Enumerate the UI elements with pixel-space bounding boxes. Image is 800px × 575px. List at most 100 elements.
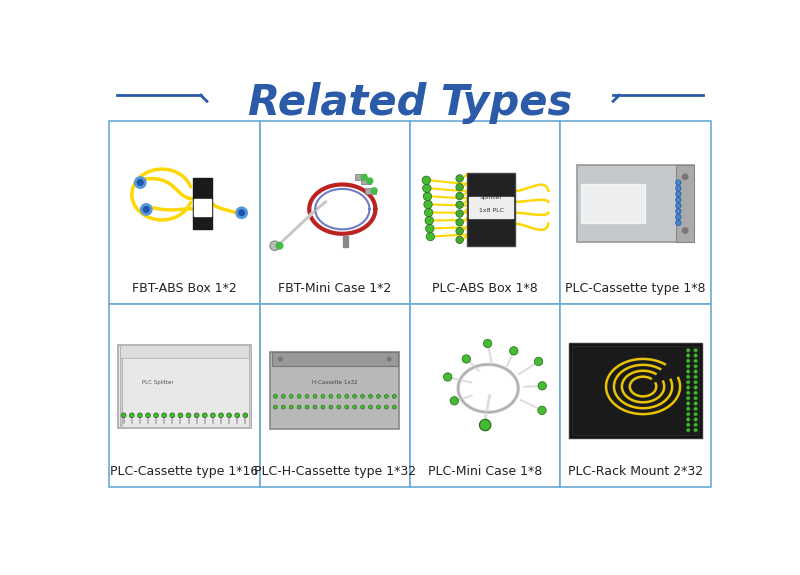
Circle shape (377, 405, 380, 409)
Circle shape (676, 209, 681, 214)
Circle shape (686, 417, 690, 421)
Circle shape (462, 355, 470, 363)
FancyBboxPatch shape (110, 304, 260, 487)
Circle shape (290, 405, 293, 409)
Circle shape (369, 394, 373, 398)
Circle shape (329, 405, 333, 409)
Text: PLC-Rack Mount 2*32: PLC-Rack Mount 2*32 (568, 465, 703, 478)
FancyBboxPatch shape (260, 304, 410, 487)
Text: PLC-Cassette type 1*8: PLC-Cassette type 1*8 (566, 282, 706, 295)
Circle shape (676, 220, 681, 225)
Bar (249, 346, 250, 428)
Circle shape (456, 192, 463, 200)
Circle shape (226, 413, 231, 417)
Circle shape (313, 394, 317, 398)
Circle shape (138, 413, 142, 417)
Circle shape (426, 232, 434, 241)
Circle shape (274, 394, 278, 398)
Circle shape (686, 348, 690, 352)
Circle shape (456, 201, 463, 209)
Bar (120, 346, 122, 428)
Circle shape (694, 417, 698, 421)
FancyBboxPatch shape (410, 121, 560, 304)
Circle shape (694, 396, 698, 400)
Circle shape (337, 394, 341, 398)
Circle shape (682, 174, 688, 179)
Circle shape (456, 227, 463, 235)
Bar (118, 346, 250, 428)
Bar (272, 352, 398, 366)
Circle shape (422, 184, 431, 193)
Circle shape (686, 396, 690, 400)
Circle shape (369, 405, 373, 409)
Circle shape (313, 405, 317, 409)
Circle shape (694, 407, 698, 411)
Circle shape (377, 394, 380, 398)
Bar (577, 165, 694, 242)
Bar (193, 178, 212, 229)
Circle shape (694, 348, 698, 352)
Circle shape (694, 365, 698, 368)
Bar (581, 185, 646, 223)
Circle shape (282, 405, 286, 409)
Circle shape (385, 405, 388, 409)
Circle shape (290, 394, 293, 398)
Circle shape (130, 413, 134, 417)
Bar (270, 352, 399, 428)
Circle shape (676, 214, 681, 220)
Circle shape (694, 412, 698, 416)
Circle shape (305, 405, 309, 409)
FancyBboxPatch shape (410, 304, 560, 487)
Circle shape (425, 216, 434, 225)
Circle shape (456, 183, 463, 191)
Text: 1x8 PLC: 1x8 PLC (478, 208, 504, 213)
Circle shape (141, 204, 152, 215)
Text: H-Cassette 1x32: H-Cassette 1x32 (312, 381, 358, 385)
FancyBboxPatch shape (110, 121, 260, 304)
Circle shape (423, 192, 432, 201)
Circle shape (170, 413, 174, 417)
Circle shape (282, 394, 286, 398)
Text: PLC-Cassette type 1*16: PLC-Cassette type 1*16 (110, 465, 258, 478)
Bar (570, 343, 702, 438)
Circle shape (483, 339, 492, 348)
Circle shape (694, 401, 698, 405)
Text: FBT-Mini Case 1*2: FBT-Mini Case 1*2 (278, 282, 391, 295)
Circle shape (682, 228, 688, 233)
Circle shape (676, 180, 681, 185)
Circle shape (456, 218, 463, 226)
Text: PLC-H-Cassette type 1*32: PLC-H-Cassette type 1*32 (254, 465, 416, 478)
Text: PLC-ABS Box 1*8: PLC-ABS Box 1*8 (432, 282, 538, 295)
Circle shape (371, 188, 377, 194)
Circle shape (134, 177, 146, 188)
Circle shape (392, 405, 396, 409)
Circle shape (143, 206, 149, 212)
Circle shape (345, 394, 349, 398)
Circle shape (686, 386, 690, 389)
Circle shape (510, 347, 518, 355)
Bar (676, 165, 694, 242)
Circle shape (345, 405, 349, 409)
Circle shape (321, 394, 325, 398)
Circle shape (686, 365, 690, 368)
FancyBboxPatch shape (260, 121, 410, 304)
Circle shape (694, 386, 698, 389)
Circle shape (450, 397, 458, 405)
Circle shape (676, 203, 681, 208)
Circle shape (686, 401, 690, 405)
Circle shape (443, 373, 452, 381)
Bar (355, 174, 366, 181)
Circle shape (479, 419, 491, 431)
Circle shape (367, 178, 373, 184)
Circle shape (694, 354, 698, 358)
Circle shape (297, 405, 301, 409)
Bar (120, 346, 249, 358)
Circle shape (243, 413, 248, 417)
Circle shape (362, 174, 367, 180)
Circle shape (686, 391, 690, 395)
Circle shape (236, 207, 247, 218)
Circle shape (385, 394, 388, 398)
Circle shape (676, 186, 681, 191)
Circle shape (686, 423, 690, 427)
Circle shape (456, 210, 463, 217)
